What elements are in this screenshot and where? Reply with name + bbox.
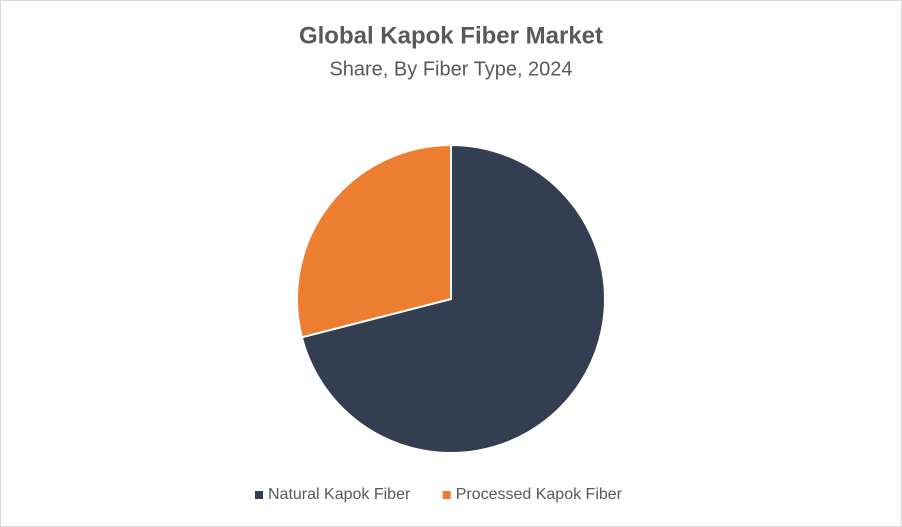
legend-swatch [442,491,451,499]
pie-slice [296,143,452,339]
chart-title: Global Kapok Fiber Market [299,22,603,49]
legend-label: Processed Kapok Fiber [456,486,623,503]
legend-label: Natural Kapok Fiber [268,486,411,503]
chart-subtitle: Share, By Fiber Type, 2024 [329,58,572,80]
legend-swatch [255,491,263,499]
pie-slice [300,143,606,454]
